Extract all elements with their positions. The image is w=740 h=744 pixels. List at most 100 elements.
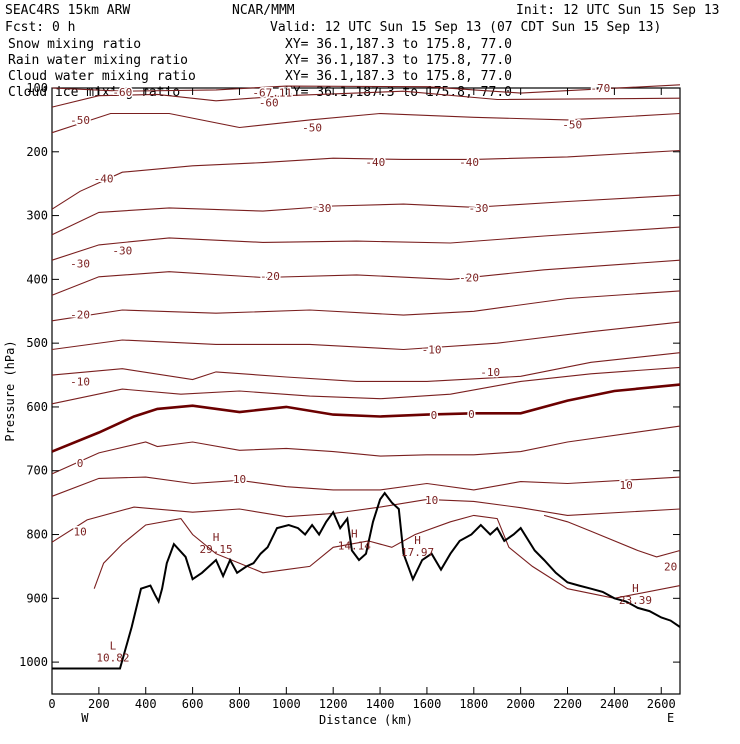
extremum-kind: H (632, 582, 639, 595)
contour-label: -50 (302, 122, 322, 135)
contour-label: 20 (664, 560, 677, 573)
model-title: SEAC4RS 15km ARW (5, 3, 130, 18)
contour-label: -30 (312, 202, 332, 215)
legend-field-xy: XY= 36.1,187.3 to 175.8, 77.0 (285, 53, 512, 68)
contour-label: -40 (365, 156, 385, 169)
axes: 0 200 400 600 800 1000 1200 1400 1600 1800 2000 220… (3, 81, 680, 727)
x-tick-label: 1800 (459, 697, 488, 711)
contour-label: 0 (468, 408, 475, 421)
temperature-contour-line (51, 321, 681, 351)
y-tick-label: 1000 (19, 655, 48, 669)
extremum-kind: H (414, 534, 421, 547)
contour-label: -20 (459, 271, 479, 284)
contour-label: -70 (590, 82, 610, 95)
x-tick-label: 400 (135, 697, 157, 711)
contour-label: 10 (73, 525, 86, 538)
y-tick-label: 800 (26, 528, 48, 542)
x-tick-label: 800 (229, 697, 251, 711)
extremum-value: 29.15 (199, 543, 232, 556)
x-tick-label: 1200 (319, 697, 348, 711)
legend-field-name: Cloud ice mixing ratio (8, 85, 180, 100)
temperature-contour-line (543, 514, 681, 558)
center-label: NCAR/MMM (232, 3, 295, 18)
temperature-contours (51, 84, 681, 599)
contour-label: -30 (469, 202, 489, 215)
temperature-contour-line (93, 514, 681, 599)
temperature-contour-line (51, 290, 681, 322)
east-label: E (667, 711, 674, 725)
x-tick-label: 2000 (506, 697, 535, 711)
x-tick-label: 2400 (600, 697, 629, 711)
x-tick-label: 2600 (647, 697, 676, 711)
contour-label: 10 (425, 494, 438, 507)
x-tick-label: 1400 (366, 697, 395, 711)
contour-label: -10 (480, 366, 500, 379)
contour-label: -30 (70, 257, 90, 270)
fcst-label: Fcst: 0 h (5, 20, 75, 35)
contour-label: 0 (431, 409, 438, 422)
temperature-contour-line (51, 149, 681, 210)
temperature-contour-line (51, 425, 681, 475)
init-label: Init: 12 UTC Sun 15 Sep 13 (516, 3, 720, 18)
contour-label: -40 (459, 156, 479, 169)
temperature-contour-line (51, 90, 681, 108)
contour-label: -10 (70, 375, 90, 388)
contour-label: -30 (112, 245, 132, 258)
contour-label: -50 (562, 118, 582, 131)
temperature-contour-line (51, 226, 681, 261)
contour-label: 0 (77, 457, 84, 470)
temperature-contour-line (51, 352, 681, 382)
contour-labels: -70-60 -67.11-60-50-50 -50-40-40 -40-30 -30-… (69, 81, 679, 575)
y-tick-label: 300 (26, 209, 48, 223)
x-tick-label: 2200 (553, 697, 582, 711)
extremum-kind: H (351, 528, 358, 541)
contour-label: 10 (233, 473, 246, 486)
contour-label: -40 (94, 173, 114, 186)
y-tick-label: 900 (26, 591, 48, 605)
contour-label: -20 (260, 270, 280, 283)
contour-label: -60 (259, 97, 279, 110)
y-axis-label: Pressure (hPa) (3, 340, 17, 441)
legend-field-name: Snow mixing ratio (8, 37, 141, 52)
y-tick-label: 200 (26, 145, 48, 159)
temperature-contour-line (51, 476, 681, 497)
x-tick-label: 1000 (272, 697, 301, 711)
contour-label: -20 (70, 308, 90, 321)
terrain-line (52, 491, 681, 670)
legend-field-xy: XY= 36.1,187.3 to 175.8, 77.0 (285, 37, 512, 52)
x-tick-label: 1600 (412, 697, 441, 711)
contour-label: -10 (422, 344, 442, 357)
contour-label: -67.11 (252, 86, 292, 99)
extremum-kind: H (213, 531, 220, 544)
x-tick-label: 200 (88, 697, 110, 711)
legend-field-name: Cloud water mixing ratio (8, 69, 196, 84)
extremum-value: 23.39 (619, 594, 652, 607)
west-label: W (81, 711, 89, 725)
temperature-contour-line (51, 194, 681, 236)
x-tick-label: 0 (48, 697, 55, 711)
temperature-contour-line (51, 259, 681, 296)
legend-field-xy: XY= 36.1,187.3 to 175.8, 77.0 (285, 69, 512, 84)
terrain-layer (52, 491, 681, 670)
legend-field-name: Rain water mixing ratio (8, 53, 188, 68)
y-tick-label: 500 (26, 336, 48, 350)
valid-label: Valid: 12 UTC Sun 15 Sep 13 (07 CDT Sun … (270, 20, 661, 35)
y-tick-label: 700 (26, 464, 48, 478)
contour-label: 10 (619, 479, 632, 492)
x-tick-label: 600 (182, 697, 204, 711)
y-tick-label: 600 (26, 400, 48, 414)
extremum-value: 10.82 (96, 651, 129, 664)
contour-label: -60 (112, 86, 132, 99)
contour-label: -50 (70, 114, 90, 127)
temperature-contour-line (51, 112, 681, 134)
temperature-contour-line (51, 383, 681, 453)
plot-frame (51, 87, 681, 695)
temperature-contour-line (51, 498, 681, 543)
extremum-kind: L (110, 639, 117, 652)
extremum-value: 14.14 (338, 540, 371, 553)
extremum-value: 17.97 (401, 546, 434, 559)
temperature-contour-line (51, 366, 681, 405)
